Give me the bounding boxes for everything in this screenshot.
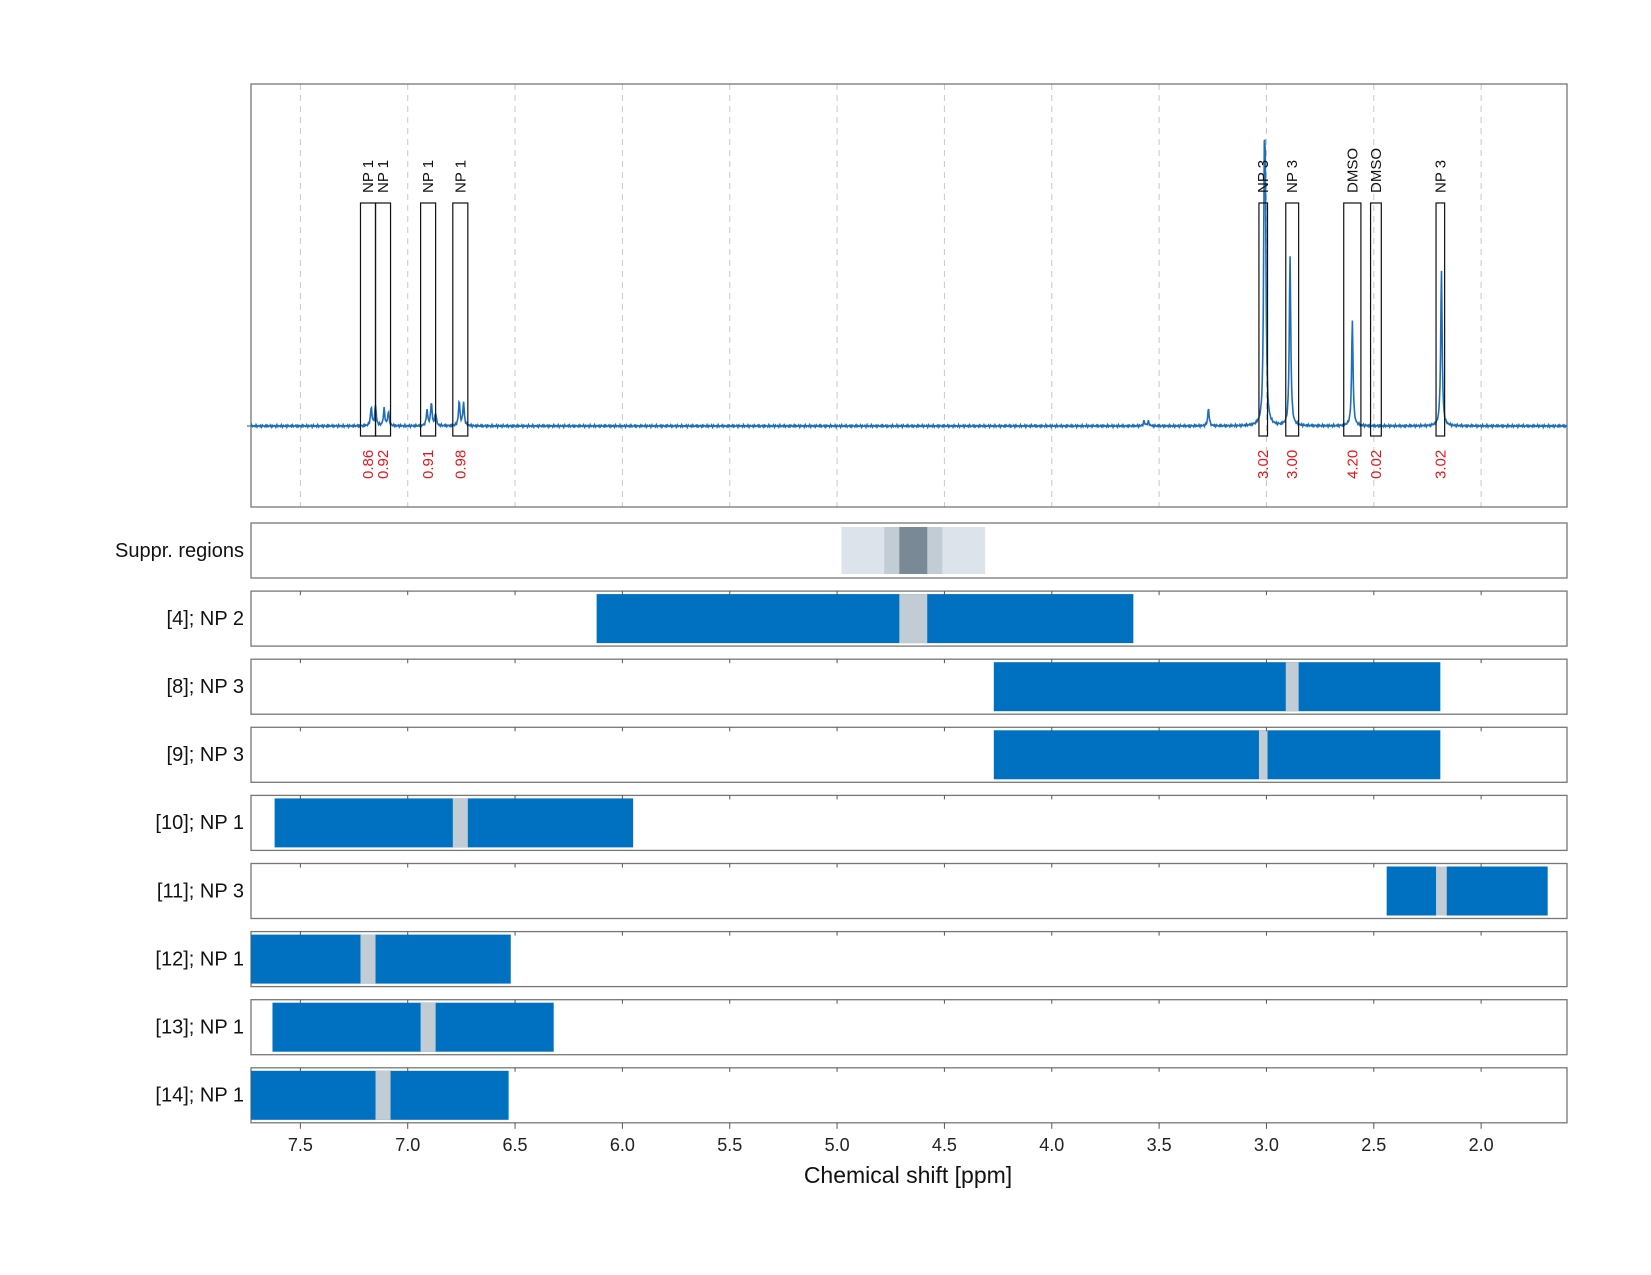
x-tick-label: 7.0	[395, 1135, 420, 1155]
peak-integral: 4.20	[1344, 450, 1361, 479]
peak-annotation: NP 1 0.86	[359, 160, 377, 479]
x-tick-label: 3.5	[1147, 1135, 1172, 1155]
peak-integral: 0.02	[1368, 450, 1385, 479]
range-row: [9]; NP 3	[167, 726, 1568, 783]
x-tick-label: 3.0	[1254, 1135, 1279, 1155]
peak-integral: 0.91	[420, 450, 437, 479]
range-row: [8]; NP 3	[167, 658, 1568, 715]
range-row: [13]; NP 1	[155, 999, 1568, 1056]
peak-box	[374, 202, 392, 437]
range-marker	[420, 1002, 436, 1052]
peak-label: NP 1	[360, 160, 377, 193]
range-marker	[1258, 730, 1268, 780]
peak-annotation: NP 1 0.91	[419, 160, 437, 479]
peak-label: NP 1	[420, 160, 437, 193]
peak-box	[1435, 202, 1446, 437]
range-row: [14]; NP 1	[155, 1067, 1568, 1124]
range-bar	[993, 730, 1441, 780]
range-bar	[993, 662, 1441, 712]
range-marker	[360, 934, 376, 984]
row-frame	[250, 794, 1568, 852]
peak-integral: 0.92	[375, 450, 392, 479]
row-label: [12]; NP 1	[155, 948, 244, 970]
range-row: [11]; NP 3	[157, 862, 1568, 920]
x-tick-label: 7.5	[288, 1135, 313, 1155]
row-label: [9]; NP 3	[167, 744, 244, 766]
x-tick-label: 4.0	[1039, 1135, 1064, 1155]
peak-box	[1258, 202, 1269, 437]
row-frame	[250, 862, 1568, 920]
row-label: [14]; NP 1	[155, 1085, 244, 1107]
row-label: [4]; NP 2	[167, 608, 244, 630]
range-marker	[452, 798, 468, 848]
range-bar	[272, 1002, 554, 1052]
vertical-grid-lines	[299, 84, 1482, 507]
peak-integral: 0.98	[452, 450, 469, 479]
range-bar	[596, 594, 1134, 644]
range-row: [12]; NP 1	[155, 930, 1568, 988]
row-frame	[250, 658, 1568, 715]
suppression-region	[899, 527, 928, 574]
range-row: [4]; NP 2	[167, 590, 1568, 647]
peak-integral: 0.86	[360, 450, 377, 479]
peak-label: NP 1	[375, 160, 392, 193]
peak-box	[419, 202, 437, 437]
peak-label: DMSO	[1344, 148, 1361, 193]
peak-integral: 3.00	[1284, 450, 1301, 479]
row-label: [10]; NP 1	[155, 812, 244, 834]
peak-label: NP 3	[1432, 160, 1449, 193]
x-tick-label: 6.5	[503, 1135, 528, 1155]
x-axis: 7.5 7.0 6.5 6.0 5.5 5.0 4.5 4.0 3.5 3.0 2.5 2.0	[288, 1122, 1494, 1155]
row-frame	[250, 726, 1568, 783]
peak-box	[359, 202, 377, 437]
peak-annotation: NP 3 3.00	[1284, 160, 1301, 479]
row-label: [11]; NP 3	[157, 880, 244, 902]
x-tick-label: 5.0	[825, 1135, 850, 1155]
range-row: [10]; NP 1	[155, 794, 1568, 852]
peak-annotation: NP 3 3.02	[1255, 160, 1272, 479]
row-frame	[250, 522, 1568, 579]
peak-annotation: DMSO 0.02	[1368, 148, 1385, 479]
x-tick-label: 2.5	[1361, 1135, 1386, 1155]
peak-label: NP 1	[452, 160, 469, 193]
range-marker	[899, 594, 928, 644]
row-label: [13]; NP 1	[155, 1016, 244, 1038]
x-tick-label: 2.0	[1469, 1135, 1494, 1155]
peak-box	[1369, 202, 1382, 437]
x-tick-label: 6.0	[610, 1135, 635, 1155]
spectrum-frame	[250, 83, 1568, 508]
peak-label: NP 3	[1255, 160, 1272, 193]
spectrum-panel: NP 1 0.86 NP 1 0.92 NP 1 0.91 NP 1 0.98 NP 3 3.02…	[247, 83, 1568, 508]
row-label: Suppr. regions	[115, 540, 244, 562]
peak-integral: 3.02	[1255, 450, 1272, 479]
peak-box	[452, 202, 469, 437]
peak-label: DMSO	[1368, 148, 1385, 193]
peak-box	[1343, 202, 1362, 437]
x-tick-label: 4.5	[932, 1135, 957, 1155]
spectrum-trace	[250, 138, 1568, 430]
peak-integral: 3.02	[1432, 450, 1449, 479]
suppression-row: Suppr. regions	[115, 522, 1568, 579]
range-bar	[251, 934, 511, 984]
peak-annotation: NP 3 3.02	[1432, 160, 1449, 479]
row-label: [8]; NP 3	[167, 676, 244, 698]
range-rows: Suppr. regions [4]; NP 2 [8]; NP 3 [9]; NP …	[115, 522, 1568, 1124]
x-axis-label: Chemical shift [ppm]	[804, 1162, 1012, 1188]
row-frame	[250, 590, 1568, 647]
range-marker	[1285, 662, 1299, 712]
range-marker	[1436, 866, 1447, 916]
peak-box	[1285, 202, 1300, 437]
range-marker	[375, 1070, 391, 1120]
row-frame	[250, 999, 1568, 1056]
range-bar	[1386, 866, 1548, 916]
peak-annotation: NP 1 0.92	[374, 160, 392, 479]
peak-annotation: NP 1 0.98	[452, 160, 469, 479]
x-tick-label: 5.5	[717, 1135, 742, 1155]
peak-label: NP 3	[1284, 160, 1301, 193]
peak-annotation: DMSO 4.20	[1343, 148, 1362, 479]
